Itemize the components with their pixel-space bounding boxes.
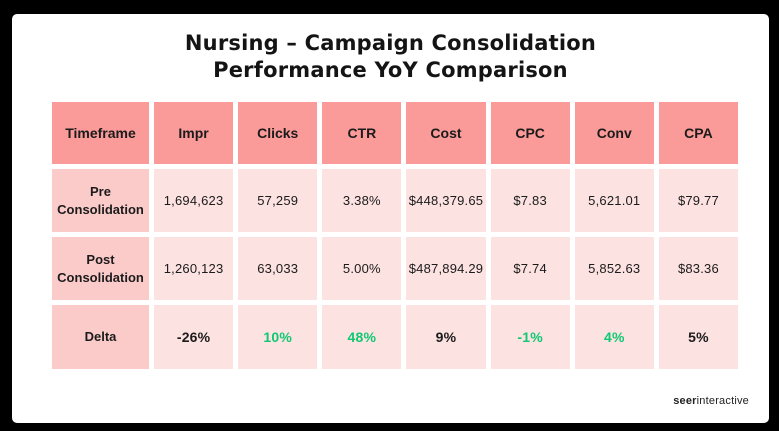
table-cell-delta-cost: 9% [406,305,486,369]
title-line-2: Performance YoY Comparison [213,57,568,82]
table-cell-pre-conv: 5,621.01 [574,169,654,232]
table-cell-post-cpa: $83.36 [658,237,738,300]
column-header-cpc: CPC [490,102,570,164]
table-cell-pre-cpa: $79.77 [658,169,738,232]
brand-interactive: interactive [696,395,749,407]
seer-interactive-logo: seerinteractive [673,395,749,407]
table-cell-delta-cpa: 5% [658,305,738,369]
table-cell-post-ctr: 5.00% [322,237,402,300]
column-header-conv: Conv [574,102,654,164]
brand-seer: seer [673,395,697,407]
column-header-cpa: CPA [658,102,738,164]
page-title: Nursing – Campaign Consolidation Perform… [12,30,769,84]
title-line-1: Nursing – Campaign Consolidation [184,31,597,55]
table-cell-pre-impr: 1,694,623 [154,169,234,232]
infographic-card: Nursing – Campaign Consolidation Perform… [12,14,769,423]
table-cell-delta-cpc: -1% [490,305,570,369]
table-cell-delta-ctr: 48% [322,305,402,369]
column-header-cost: Cost [406,102,486,164]
table-cell-pre-clicks: 57,259 [238,169,318,232]
table-cell-delta-clicks: 10% [238,305,318,369]
table-cell-post-cost: $487,894.29 [406,237,486,300]
table-cell-post-impr: 1,260,123 [154,237,234,300]
table-cell-pre-cpc: $7.83 [490,169,570,232]
table-cell-pre-ctr: 3.38% [322,169,402,232]
column-header-clicks: Clicks [238,102,318,164]
row-label-delta: Delta [52,305,149,369]
table-cell-delta-conv: 4% [574,305,654,369]
row-label-post-consolidation: Post Consolidation [52,237,149,300]
column-header-timeframe: Timeframe [52,102,149,164]
table-cell-post-clicks: 63,033 [238,237,318,300]
table-cell-pre-cost: $448,379.65 [406,169,486,232]
table-cell-post-conv: 5,852.63 [574,237,654,300]
table-cell-delta-impr: -26% [154,305,234,369]
column-header-impr: Impr [154,102,234,164]
table-cell-post-cpc: $7.74 [490,237,570,300]
row-label-pre-consolidation: Pre Consolidation [52,169,149,232]
column-header-ctr: CTR [322,102,402,164]
performance-table: Timeframe Impr Clicks CTR Cost CPC Conv … [52,102,738,369]
